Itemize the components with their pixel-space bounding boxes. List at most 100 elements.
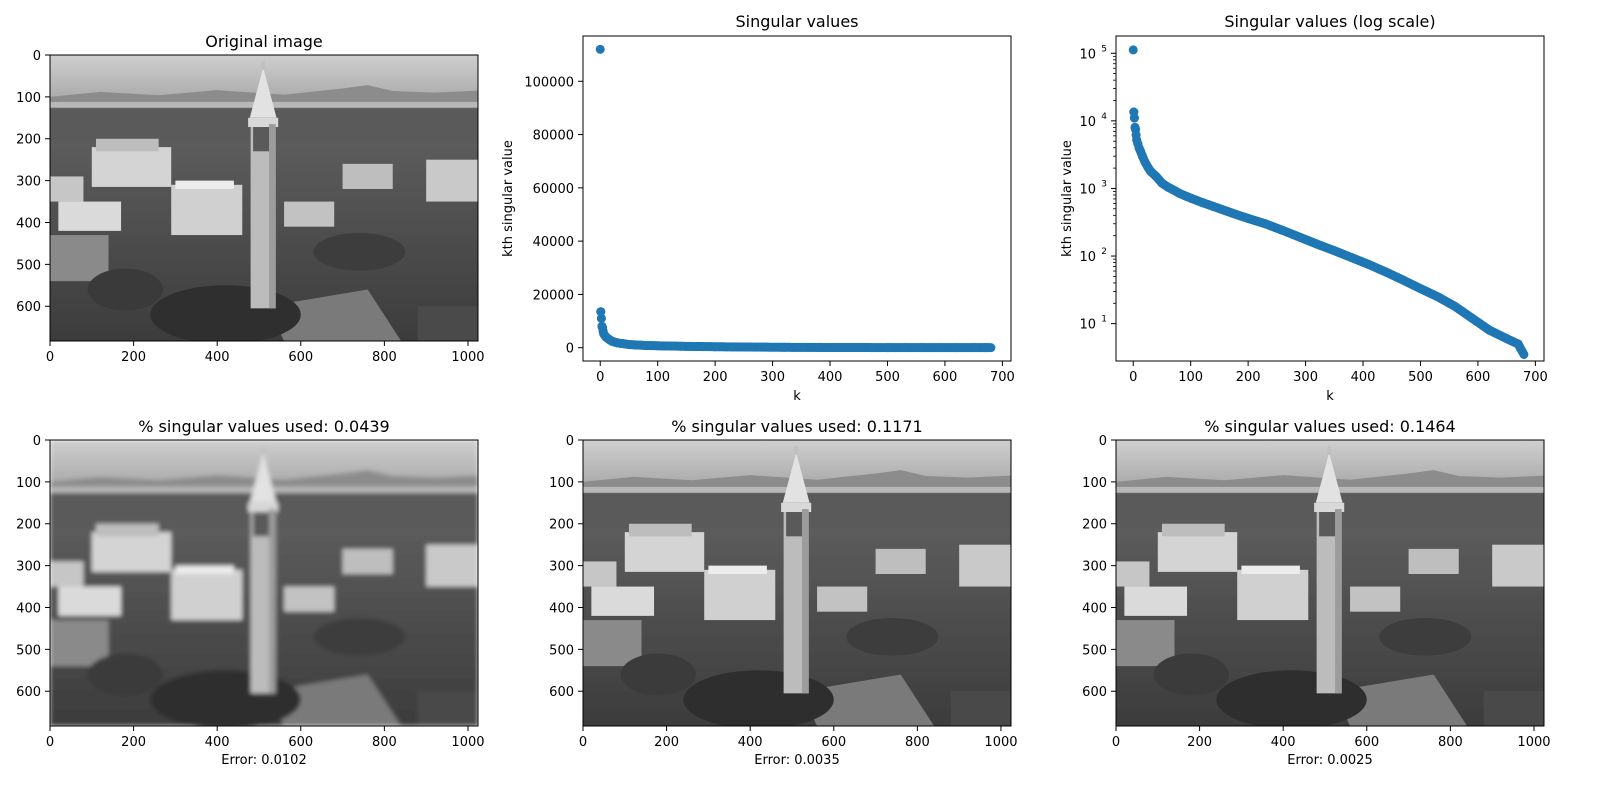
y-tick-label: 0 [566,342,574,357]
y-tick-label: 300 [16,175,41,190]
x-tick-label: 100 [1178,370,1203,385]
scatter-point [865,343,875,353]
x-tick-label: 800 [905,735,930,750]
scatter-point [664,341,674,351]
y-tick-label: 100 [1082,476,1107,491]
y-axis-label: kth singular value [1060,140,1075,257]
image-panel-0: Original image 0 200 400 600 800 1000 0 100 200 30… [16,32,484,365]
scatter-point [745,342,755,352]
scatter-point [1502,334,1512,344]
y-tick-exponent: 5 [1101,44,1107,54]
scatter-point [653,341,663,351]
y-tick-label: 10 [1079,115,1096,130]
x-tick-label: 500 [1408,370,1433,385]
scatter-point [676,341,686,351]
x-tick-label: 0 [579,735,587,750]
image-panel-3: % singular values used: 0.0439 0 200 400 600… [16,417,484,768]
y-tick-label: 500 [1082,643,1107,658]
x-tick-label: 200 [703,370,728,385]
scatter-point [900,343,910,353]
x-tick-label: 0 [1129,370,1137,385]
x-tick-label: 600 [1354,735,1379,750]
y-tick-label: 0 [33,49,41,64]
x-tick-label: 1000 [984,735,1017,750]
scatter-point [1151,172,1161,182]
scatter-point [1450,301,1460,311]
scatter-point [1415,284,1425,294]
scatter-point [951,343,961,353]
scatter-point [848,343,858,353]
y-tick-label: 80000 [533,129,574,144]
image-panel-5: % singular values used: 0.1464 0 200 400 600… [1082,417,1550,768]
scatter-point [814,342,824,352]
x-axis-label: Error: 0.0025 [1287,753,1372,768]
scatter-point [1260,219,1270,229]
scatter-point [762,342,772,352]
scatter-panel-2: Singular values (log scale) 0 100 200 300 400… [1060,12,1548,404]
panel-title: % singular values used: 0.1464 [1204,417,1455,436]
y-tick-label: 600 [16,685,41,700]
x-tick-label: 400 [1351,370,1376,385]
y-tick-exponent: 4 [1101,112,1107,122]
y-tick-label: 100 [16,91,41,106]
y-tick-label: 300 [16,560,41,575]
scatter-points [595,44,996,353]
scatter-point [1312,239,1322,249]
panel-title: Original image [205,32,323,51]
grayscale-image [50,55,478,341]
scatter-point [1197,197,1207,207]
y-tick-label: 300 [1082,560,1107,575]
y-tick-label: 600 [16,300,41,315]
scatter-point [727,342,737,352]
scatter-point [596,313,606,323]
scatter-point [699,342,709,352]
grayscale-image [50,440,478,726]
x-tick-label: 600 [288,350,313,365]
panel-title: Singular values [736,12,859,31]
scatter-point [1209,202,1219,212]
x-tick-label: 600 [821,735,846,750]
scatter-point [596,307,606,317]
y-axis-label: kth singular value [501,140,516,257]
x-tick-label: 700 [1523,370,1548,385]
y-tick-label: 100000 [524,75,574,90]
x-tick-label: 0 [46,350,54,365]
scatter-point [1278,225,1288,235]
scatter-points [1128,45,1529,359]
scatter-point [595,44,605,54]
x-tick-label: 200 [121,350,146,365]
y-tick-label: 200 [16,518,41,533]
scatter-point [1232,210,1242,220]
scatter-point [1484,325,1494,335]
scatter-point [1243,213,1253,223]
x-tick-label: 200 [121,735,146,750]
x-tick-label: 1000 [451,350,484,365]
x-tick-label: 400 [205,735,230,750]
y-tick-label: 10 [1079,318,1096,333]
y-tick-label: 20000 [533,288,574,303]
axes-frame [582,439,1012,727]
scatter-point [1295,232,1305,242]
x-tick-label: 800 [1438,735,1463,750]
scatter-point [1186,193,1196,203]
panel-title: % singular values used: 0.1171 [671,417,922,436]
axes-frame [582,35,1012,362]
x-tick-label: 0 [46,735,54,750]
panel-title: % singular values used: 0.0439 [138,417,389,436]
y-tick-label: 200 [16,133,41,148]
x-tick-label: 600 [1466,370,1491,385]
y-tick-label: 0 [566,434,574,449]
y-tick-exponent: 2 [1101,247,1107,257]
x-tick-label: 400 [205,350,230,365]
x-tick-label: 0 [596,370,604,385]
scatter-point [1220,206,1230,216]
scatter-point [1347,253,1357,263]
scatter-point [710,342,720,352]
scatter-point [687,341,697,351]
scatter-panel-1: Singular values 0 100 200 300 400 500 600 700 k 0 2… [501,12,1015,404]
x-tick-label: 400 [1271,735,1296,750]
panel-title: Singular values (log scale) [1224,12,1435,31]
x-tick-label: 0 [1112,735,1120,750]
scatter-point [1519,349,1529,359]
scatter-point [882,343,892,353]
